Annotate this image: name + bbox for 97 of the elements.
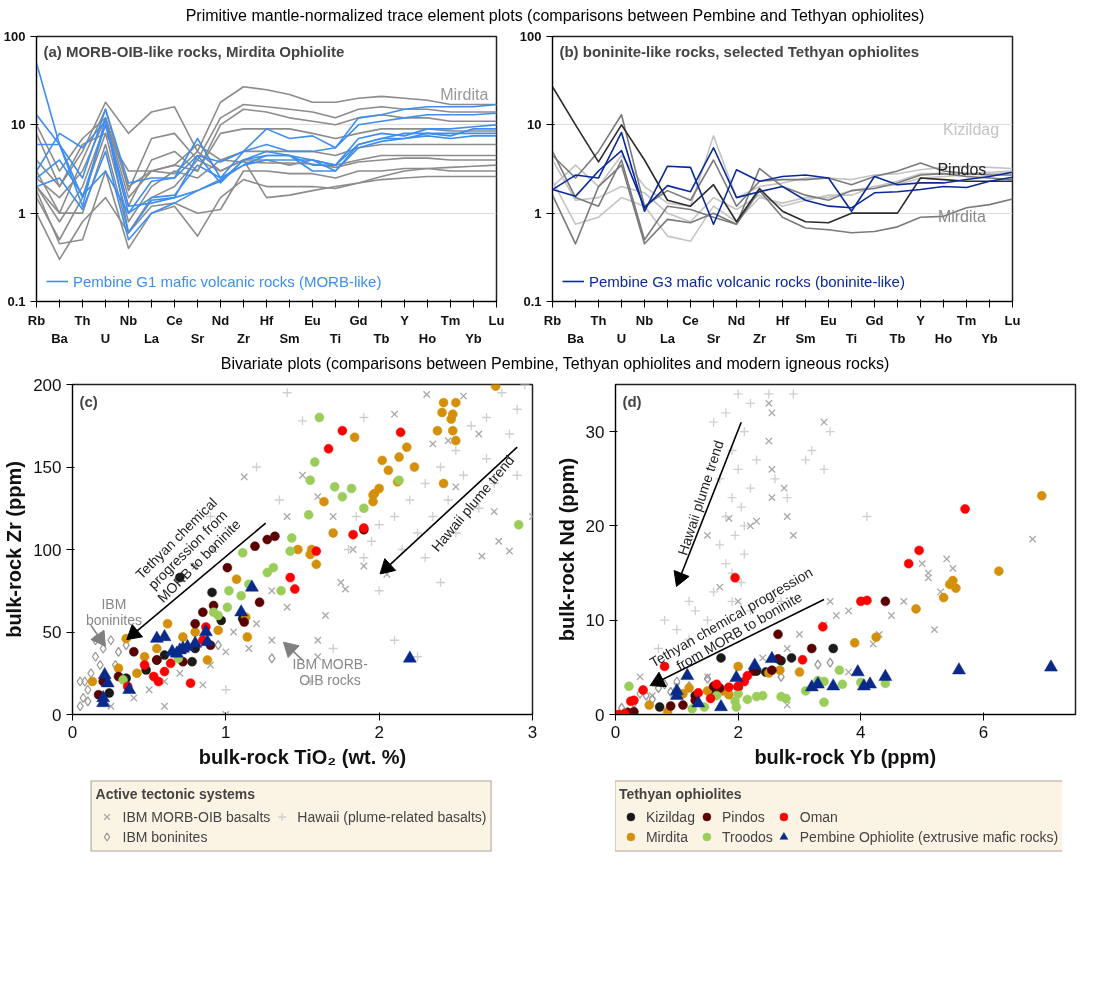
x-tick-label: Y <box>400 312 410 328</box>
text: (a) MORB-OIB-like rocks, Mirdita Ophiolite <box>43 43 345 61</box>
y-tick-label: 10 <box>527 117 542 133</box>
x-tick-label: La <box>143 330 160 346</box>
y-tick-label: 20 <box>585 516 605 536</box>
legend-label: Oman <box>799 807 838 826</box>
annotation: Mirdita <box>440 86 489 104</box>
y-tick-label: 200 <box>33 375 62 395</box>
legend-label: Pembine G1 mafic volcanic rocks (MORB-like) <box>73 272 382 290</box>
y-tick-label: 1 <box>18 205 26 221</box>
x-tick-label: Gd <box>349 312 368 328</box>
legend-label: Hawaii (plume-related basalts) <box>297 807 487 826</box>
x-tick-label: Ho <box>418 330 437 346</box>
x-tick-label: U <box>100 330 111 346</box>
annotation: Kizildag <box>943 120 1000 138</box>
x-tick-label: Ce <box>166 312 183 328</box>
x-tick-label: 4 <box>856 722 866 742</box>
text: (b) boninite-like rocks, selected Tethyan ophiolites <box>559 43 920 61</box>
x-tick-label: La <box>659 330 676 346</box>
y-tick-label: 30 <box>585 422 605 442</box>
x-axis-title: bulk-rock Yb (ppm) <box>754 745 937 768</box>
x-tick-label: Ho <box>934 330 953 346</box>
legend-label: IBM MORB-OIB basalts <box>122 807 271 826</box>
annotation: Hawaii plume trend <box>674 438 727 558</box>
x-tick-label: Ba <box>567 330 585 346</box>
y-tick-label: 10 <box>11 117 26 133</box>
x-tick-label: Nb <box>635 312 654 328</box>
annotation: IBM MORB- OIB rocks <box>292 655 369 688</box>
y-tick-label: 1 <box>534 205 542 221</box>
y-tick-label: 100 <box>519 29 542 44</box>
x-tick-label: Lu <box>488 312 505 328</box>
legend-label: IBM boninites <box>122 827 208 846</box>
x-tick-label: Eu <box>820 312 837 328</box>
x-axis-title: bulk-rock TiO₂ (wt. %) <box>198 745 407 768</box>
x-tick-label: Ti <box>329 330 342 346</box>
x-tick-label: Hf <box>775 312 791 328</box>
chart-title: Bivariate plots (comparisons between Pembine, Tethyan ophiolites and modern igneous rocks) <box>220 354 890 374</box>
x-tick-label: Hf <box>259 312 275 328</box>
x-tick-label: Lu <box>1004 312 1021 328</box>
x-tick-label: Zr <box>237 330 250 346</box>
y-tick-label: 0.1 <box>523 294 542 309</box>
x-tick-label: Ti <box>845 330 858 346</box>
legend-label: Pembine Ophiolite (extrusive mafic rocks) <box>799 827 1059 846</box>
text: (d) <box>622 392 642 410</box>
y-tick-label: 0 <box>52 705 62 725</box>
x-tick-label: Gd <box>865 312 884 328</box>
legend-title: Tethyan ophiolites <box>618 785 743 802</box>
y-axis-title: bulk-rock Zr (ppm) <box>3 461 26 638</box>
y-tick-label: 0 <box>595 705 605 725</box>
x-tick-label: 0 <box>67 722 78 742</box>
legend-label: Troodos <box>721 827 773 846</box>
x-tick-label: Nb <box>119 312 138 328</box>
y-tick-label: 100 <box>3 29 26 44</box>
text: (c) <box>79 392 98 410</box>
annotation: Pindos <box>937 160 987 178</box>
x-tick-label: Nd <box>211 312 230 328</box>
x-tick-label: Sr <box>706 330 721 346</box>
x-tick-label: Tb <box>889 330 906 346</box>
x-tick-label: Y <box>916 312 926 328</box>
annotation: Mirdita <box>937 208 987 226</box>
x-tick-label: Th <box>74 312 91 328</box>
x-tick-label: 2 <box>733 722 743 742</box>
x-tick-label: 6 <box>978 722 989 742</box>
legend-label: Pindos <box>721 807 765 826</box>
x-tick-label: Rb <box>543 312 562 328</box>
y-tick-label: 150 <box>33 458 62 477</box>
x-tick-label: Sm <box>279 330 300 346</box>
x-tick-label: Ba <box>51 330 69 346</box>
x-tick-label: 3 <box>527 722 538 742</box>
y-tick-label: 0.1 <box>7 294 26 309</box>
annotation: IBM boninites <box>85 596 142 629</box>
x-tick-label: Sm <box>795 330 816 346</box>
x-tick-label: Eu <box>304 312 321 328</box>
legend-label: Mirdita <box>645 827 688 846</box>
x-tick-label: Tm <box>440 312 461 328</box>
y-axis-title: bulk-rock Nd (ppm) <box>555 457 578 642</box>
x-tick-label: 0 <box>610 722 621 742</box>
x-tick-label: 1 <box>221 722 231 742</box>
x-tick-label: U <box>616 330 627 346</box>
x-tick-label: Sr <box>190 330 205 346</box>
x-tick-label: 2 <box>374 722 384 742</box>
text: Primitive mantle-normalized trace element plots (comparisons between Pembine and Tethyan ophiolites) <box>185 6 925 26</box>
x-tick-label: Nd <box>727 312 746 328</box>
legend-title: Active tectonic systems <box>95 785 257 802</box>
y-tick-label: 100 <box>33 540 62 560</box>
x-tick-label: Th <box>590 312 607 328</box>
x-tick-label: Ce <box>682 312 699 328</box>
legend-label: Pembine G3 mafic volcanic rocks (boninite-like) <box>589 272 905 290</box>
legend-label: Kizildag <box>645 807 695 826</box>
x-tick-label: Yb <box>465 330 482 346</box>
x-tick-label: Tb <box>373 330 390 346</box>
y-tick-label: 10 <box>585 611 605 631</box>
x-tick-label: Zr <box>753 330 766 346</box>
x-tick-label: Rb <box>27 312 46 328</box>
x-tick-label: Yb <box>981 330 998 346</box>
x-tick-label: Tm <box>956 312 977 328</box>
y-tick-label: 50 <box>42 623 62 642</box>
